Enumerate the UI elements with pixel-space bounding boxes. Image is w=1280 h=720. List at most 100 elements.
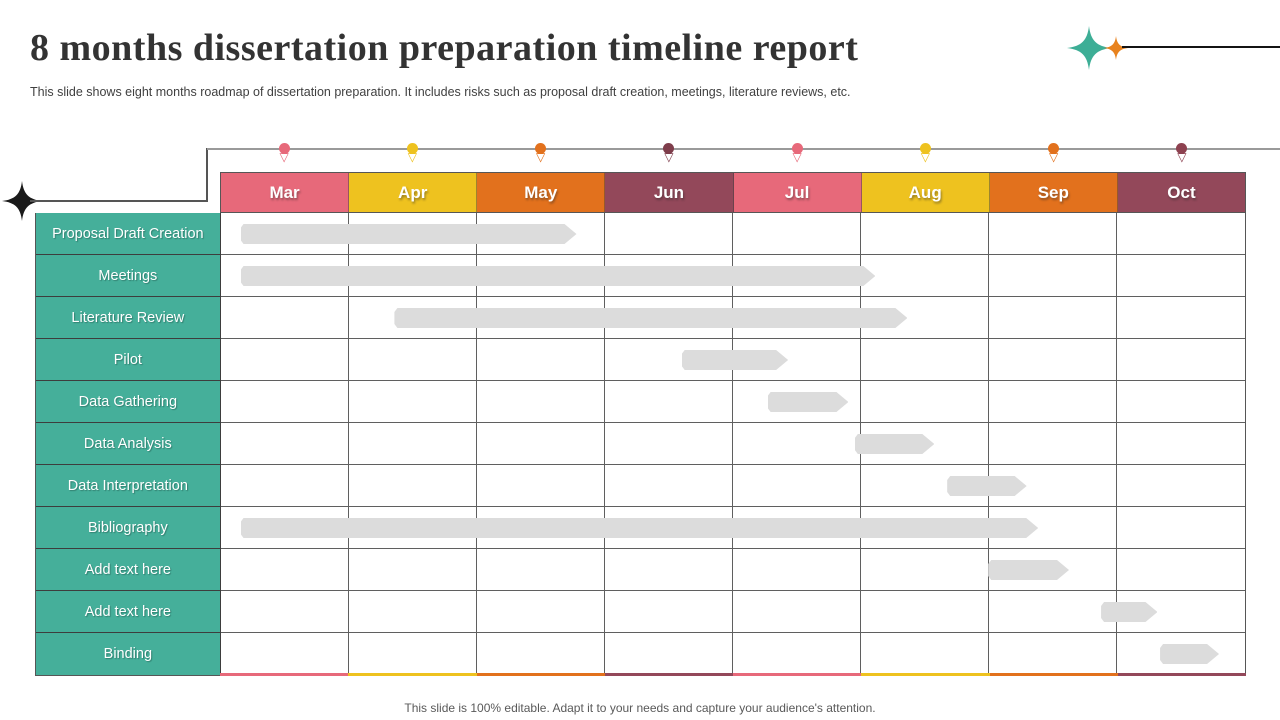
month-header-sep: Sep [989, 173, 1118, 212]
task-row: Data Analysis [36, 423, 1245, 465]
gantt-bar [682, 350, 788, 370]
month-header-row: Mar Apr May Jun Jul Aug Sep Oct [220, 172, 1246, 213]
page-title: 8 months dissertation preparation timeli… [30, 27, 859, 69]
grid-cell [1116, 255, 1245, 297]
grid-cell [476, 549, 605, 591]
grid-cell [988, 549, 1117, 591]
timeline-dot-jul [791, 143, 803, 154]
orange-sparkle-icon [1104, 36, 1128, 60]
grid-cell [220, 465, 349, 507]
month-header-apr: Apr [349, 173, 478, 212]
grid-cell [604, 213, 733, 255]
timeline-arrow-aug: ▽ [920, 150, 930, 164]
grid-cell [220, 381, 349, 423]
grid-cell [988, 213, 1117, 255]
task-row: Pilot [36, 339, 1245, 381]
timeline-arrow-jun: ▽ [664, 150, 674, 164]
gantt-bar [241, 266, 876, 286]
grid-cell [1116, 549, 1245, 591]
grid-cell [476, 339, 605, 381]
timeline-arrow-oct: ▽ [1177, 150, 1187, 164]
grid-cell [476, 381, 605, 423]
grid-cell [476, 213, 605, 255]
bottom-accent-oct [1117, 673, 1246, 676]
grid-cell [1116, 339, 1245, 381]
grid-cell [476, 591, 605, 633]
grid-cell [732, 339, 861, 381]
task-row: Add text here [36, 591, 1245, 633]
task-label: Proposal Draft Creation [36, 213, 221, 255]
timeline-dot-sep [1048, 143, 1060, 154]
timeline-dot-oct [1176, 143, 1188, 154]
grid-cell [348, 339, 477, 381]
month-header-may: May [477, 173, 606, 212]
gantt-bar [855, 434, 935, 454]
grid-cell [348, 591, 477, 633]
grid-cell [220, 591, 349, 633]
grid-cell [348, 423, 477, 465]
grid-cell [988, 423, 1117, 465]
grid-cell [860, 213, 989, 255]
grid-cell [1116, 381, 1245, 423]
grid-cell [988, 297, 1117, 339]
grid-cell [732, 423, 861, 465]
grid-cell [860, 591, 989, 633]
timeline-arrow-apr: ▽ [407, 150, 417, 164]
grid-cell [604, 549, 733, 591]
task-label: Meetings [36, 255, 221, 297]
task-label-placeholder[interactable]: Add text here [36, 549, 221, 591]
grid-cell [477, 633, 605, 675]
grid-cell [1116, 507, 1245, 549]
grid-cell [861, 633, 989, 675]
timeline-dot-apr [406, 143, 418, 154]
task-label: Data Analysis [36, 423, 221, 465]
grid-cell [604, 465, 733, 507]
grid-cell [989, 633, 1117, 675]
task-row: Binding [36, 633, 1245, 675]
bottom-accent-apr [348, 673, 477, 676]
grid-cell [220, 297, 349, 339]
gantt-table: Proposal Draft Creation Meetings Literatur… [35, 213, 1246, 676]
task-label: Literature Review [36, 297, 221, 339]
gantt-bar [241, 224, 577, 244]
grid-cell [1116, 297, 1245, 339]
grid-cell [860, 381, 989, 423]
task-row: Meetings [36, 255, 1245, 297]
grid-cell [860, 255, 989, 297]
connector-line-vertical [206, 148, 208, 202]
timeline-dot-may [535, 143, 547, 154]
header-rule-line [1122, 46, 1280, 48]
timeline-arrow-may: ▽ [536, 150, 546, 164]
timeline-dot-jun [663, 143, 675, 154]
grid-cell [988, 255, 1117, 297]
connector-line-horizontal [30, 200, 208, 202]
timeline-dot-mar [278, 143, 290, 154]
grid-cell [732, 549, 861, 591]
month-header-oct: Oct [1117, 173, 1245, 212]
footer-note: This slide is 100% editable. Adapt it to… [404, 701, 876, 715]
timeline-arrow-sep: ▽ [1049, 150, 1059, 164]
bottom-accent-mar [220, 673, 349, 676]
task-row: Data Interpretation [36, 465, 1245, 507]
teal-sparkle-icon [1067, 26, 1111, 70]
gantt-bar [241, 518, 1039, 538]
timeline-rail [207, 148, 1280, 150]
gantt-bar [947, 476, 1027, 496]
grid-cell [348, 549, 477, 591]
slide-subtitle: This slide shows eight months roadmap of… [30, 85, 851, 99]
bottom-accent-sep [989, 673, 1118, 676]
grid-cell [1116, 591, 1245, 633]
grid-cell [220, 423, 349, 465]
month-header-aug: Aug [861, 173, 990, 212]
bottom-accent-jun [604, 673, 733, 676]
grid-cell [733, 633, 861, 675]
month-header-jul: Jul [733, 173, 862, 212]
grid-cell [1116, 465, 1245, 507]
grid-cell [1116, 213, 1245, 255]
grid-cell [1116, 423, 1245, 465]
timeline-dot-aug [919, 143, 931, 154]
task-label-placeholder[interactable]: Add text here [36, 591, 221, 633]
timeline-arrow-jul: ▽ [792, 150, 802, 164]
grid-cell [604, 591, 733, 633]
gantt-bar [768, 392, 849, 412]
